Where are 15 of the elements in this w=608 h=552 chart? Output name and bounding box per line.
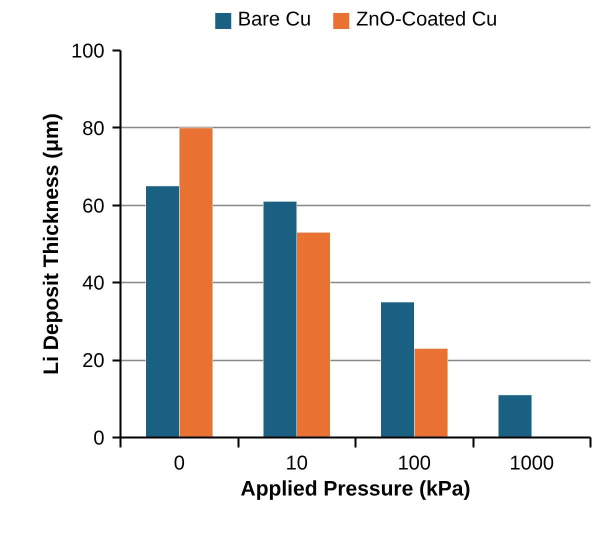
- y-tick-label: 40: [82, 272, 105, 295]
- x-tick-label: 0: [174, 452, 185, 474]
- y-tick-label: 0: [93, 428, 104, 450]
- x-tick-label: 10: [286, 452, 308, 474]
- y-tick-label: 20: [82, 350, 105, 372]
- y-axis-title: Li Deposit Thickness (μm): [40, 113, 64, 375]
- x-tick-label: 100: [398, 452, 431, 474]
- legend-label: Bare Cu: [238, 8, 312, 32]
- y-tick-label: 60: [82, 195, 105, 218]
- y-tick-label: 100: [71, 40, 105, 62]
- legend-label: ZnO-Coated Cu: [356, 8, 498, 32]
- x-axis-title: Applied Pressure (kPa): [240, 478, 470, 500]
- y-tick-label: 80: [82, 118, 105, 140]
- bar: [498, 394, 532, 438]
- x-tick-label: 1000: [510, 452, 554, 474]
